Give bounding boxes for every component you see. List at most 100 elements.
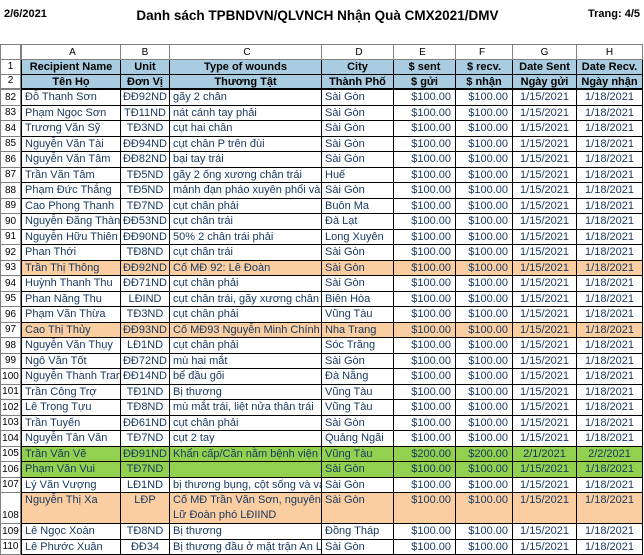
cell-city: Đà Nẵng [322,369,394,385]
col-header-thanh-pho: Thành Phố [322,75,394,90]
cell-city: Sài Gòn [322,493,394,524]
cell-wounds: cụt chân trái [170,214,322,230]
cell-city: Vũng Tàu [322,447,394,463]
cell-ds: 1/15/2021 [513,462,577,478]
cell-sent: $100.00 [394,338,456,354]
cell-ds: 1/15/2021 [513,106,577,122]
cell-unit: LĐP [121,493,170,524]
cell-recv: $100.00 [456,431,513,447]
cell-dr: 1/18/2021 [577,199,643,215]
cell-name: Phan Thới [21,245,121,261]
cell-ds: 1/15/2021 [513,261,577,277]
cell-recv: $100.00 [456,214,513,230]
cell-unit: ĐĐ14ND [121,369,170,385]
cell-wounds: mù hai mắt [170,354,322,370]
cell-city: Biên Hòa [322,292,394,308]
cell-city: Sài Gòn [322,540,394,555]
cell-unit: ĐĐ53ND [121,214,170,230]
cell-city: Sài Gòn [322,245,394,261]
cell-sent: $100.00 [394,245,456,261]
row-number: 102 [0,400,21,416]
cell-dr: 1/18/2021 [577,493,643,524]
cell-dr: 1/18/2021 [577,152,643,168]
row-number: 99 [0,354,21,370]
page-number: Trang: 4/5 [588,8,640,20]
cell-recv: $100.00 [456,90,513,106]
col-header-wounds: Type of wounds [170,60,322,75]
cell-wounds: gãy 2 chân [170,90,322,106]
cell-recv: $100.00 [456,245,513,261]
column-letter-D: D [322,44,394,60]
cell-dr: 1/18/2021 [577,385,643,401]
cell-wounds: cụt 2 tay [170,431,322,447]
cell-name: Ngô Văn Tốt [21,354,121,370]
cell-city: Đà Lạt [322,214,394,230]
cell-unit: TĐ11ND [121,106,170,122]
cell-recv: $100.00 [456,183,513,199]
cell-sent: $100.00 [394,121,456,137]
cell-unit: TĐ7ND [121,431,170,447]
cell-ds: 1/15/2021 [513,338,577,354]
cell-name: Trương Văn Sỹ [21,121,121,137]
cell-dr: 1/18/2021 [577,540,643,555]
cell-recv: $100.00 [456,307,513,323]
cell-unit: TĐ8ND [121,245,170,261]
cell-name: Cao Thị Thủy [21,323,121,339]
cell-unit: ĐĐ92ND [121,261,170,277]
cell-recv: $100.00 [456,276,513,292]
row-number: 87 [0,168,21,184]
row-number: 1 [0,60,21,75]
cell-wounds: Khẩn cấp/Cần nằm bệnh viện [170,447,322,463]
col-header-city: City [322,60,394,75]
col-header-nhan: $ nhận [456,75,513,90]
header-row-vn: 2 Tên Họ Đơn Vị Thương Tật Thành Phố $ g… [0,75,643,90]
cell-recv: $100.00 [456,540,513,555]
cell-wounds [170,462,322,478]
cell-ds: 1/15/2021 [513,121,577,137]
row-number: 2 [0,75,21,90]
cell-city: Quảng Ngãi [322,431,394,447]
cell-city: Sài Gòn [322,478,394,494]
cell-unit: LĐIND [121,292,170,308]
cell-recv: $100.00 [456,199,513,215]
cell-ds: 1/15/2021 [513,431,577,447]
column-letter-H: H [577,44,643,60]
cell-recv: $100.00 [456,493,513,524]
cell-wounds: nát cánh tay phải [170,106,322,122]
cell-dr: 1/18/2021 [577,307,643,323]
cell-ds: 1/15/2021 [513,183,577,199]
cell-name: Phạm Văn Thừa [21,307,121,323]
cell-dr: 2/2/2021 [577,447,643,463]
row-number: 86 [0,152,21,168]
cell-wounds: 50% 2 chân trái phải [170,230,322,246]
cell-dr: 1/18/2021 [577,431,643,447]
cell-city: Nha Trang [322,323,394,339]
cell-name: Nguyễn Văn Thụy [21,338,121,354]
cell-recv: $100.00 [456,369,513,385]
cell-unit: ĐĐ90ND [121,230,170,246]
cell-city: Sài Gòn [322,137,394,153]
cell-unit: ĐĐ82ND [121,152,170,168]
row-number: 95 [0,292,21,308]
cell-sent: $100.00 [394,230,456,246]
cell-name: Cao Phong Thanh [21,199,121,215]
cell-ds: 1/15/2021 [513,385,577,401]
cell-dr: 1/18/2021 [577,137,643,153]
row-number: 97 [0,323,21,339]
cell-recv: $100.00 [456,385,513,401]
cell-name: Nguyễn Tân Văn [21,431,121,447]
cell-unit: TĐ7ND [121,199,170,215]
cell-wounds: mù mắt trái, liệt nửa thân trái [170,400,322,416]
cell-unit: ĐĐ34 [121,540,170,555]
cell-city: Long Xuyên [322,230,394,246]
cell-sent: $100.00 [394,540,456,555]
cell-sent: $100.00 [394,354,456,370]
cell-sent: $200.00 [394,447,456,463]
